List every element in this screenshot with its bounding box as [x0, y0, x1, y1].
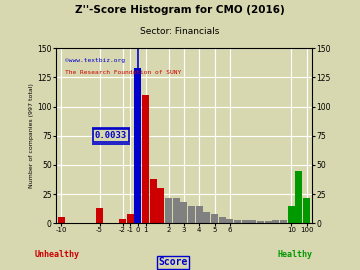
- Bar: [119, 219, 126, 223]
- Text: 0.0033: 0.0033: [95, 131, 127, 140]
- Bar: [211, 214, 218, 223]
- Bar: [273, 220, 279, 223]
- Bar: [196, 206, 203, 223]
- Bar: [165, 198, 172, 223]
- Bar: [134, 68, 141, 223]
- Bar: [96, 208, 103, 223]
- Bar: [234, 220, 241, 223]
- Bar: [288, 206, 295, 223]
- Bar: [142, 95, 149, 223]
- Text: Score: Score: [158, 257, 188, 267]
- Bar: [265, 221, 272, 223]
- Bar: [219, 217, 226, 223]
- Bar: [58, 217, 65, 223]
- Text: The Research Foundation of SUNY: The Research Foundation of SUNY: [65, 70, 181, 75]
- Bar: [242, 220, 249, 223]
- Bar: [296, 171, 302, 223]
- Text: Unhealthy: Unhealthy: [35, 250, 80, 259]
- Bar: [303, 198, 310, 223]
- Bar: [180, 202, 187, 223]
- Bar: [150, 179, 157, 223]
- Text: Z''-Score Histogram for CMO (2016): Z''-Score Histogram for CMO (2016): [75, 5, 285, 15]
- Bar: [127, 214, 134, 223]
- Bar: [280, 220, 287, 223]
- Y-axis label: Number of companies (997 total): Number of companies (997 total): [30, 83, 35, 188]
- Bar: [257, 221, 264, 223]
- Bar: [203, 212, 210, 223]
- Bar: [157, 188, 164, 223]
- Bar: [249, 220, 256, 223]
- Text: Healthy: Healthy: [278, 250, 313, 259]
- Bar: [226, 219, 233, 223]
- Bar: [188, 206, 195, 223]
- Text: Sector: Financials: Sector: Financials: [140, 27, 220, 36]
- Bar: [173, 198, 180, 223]
- Text: ©www.textbiz.org: ©www.textbiz.org: [65, 58, 125, 63]
